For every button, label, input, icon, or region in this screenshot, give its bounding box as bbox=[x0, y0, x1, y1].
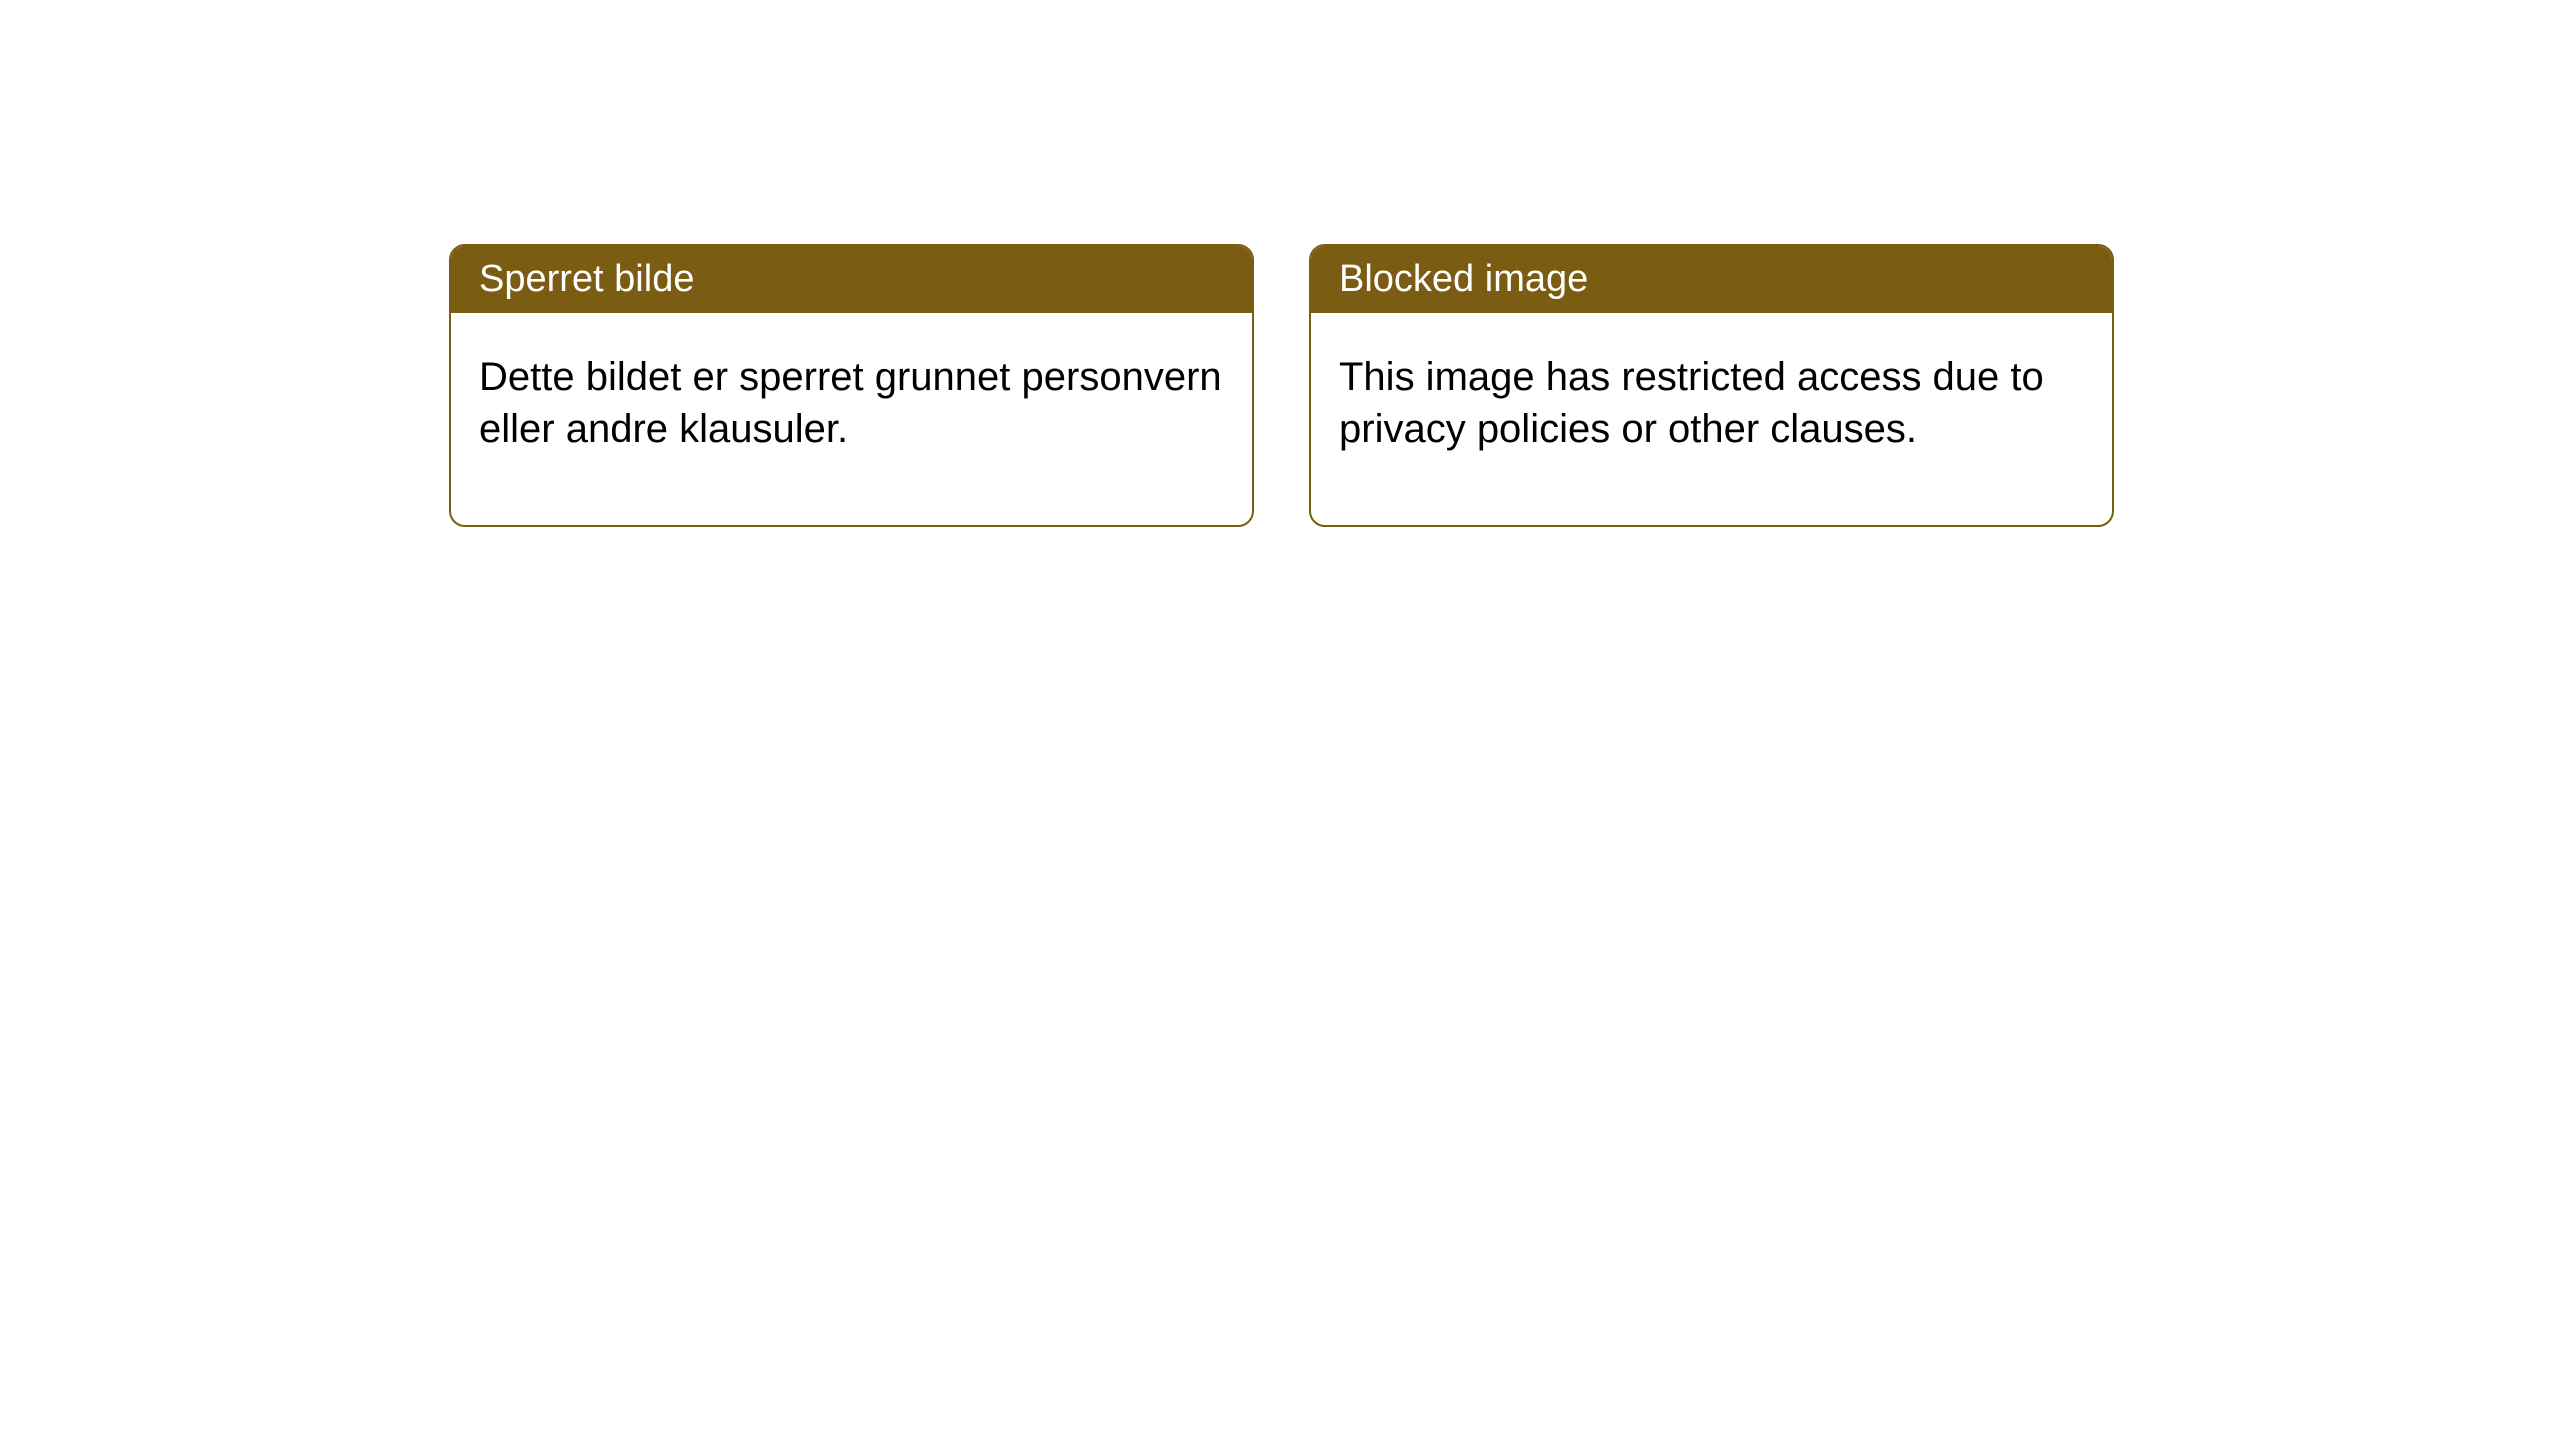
notice-card-english: Blocked image This image has restricted … bbox=[1309, 244, 2114, 527]
notice-body: Dette bildet er sperret grunnet personve… bbox=[451, 313, 1252, 525]
notice-cards-container: Sperret bilde Dette bildet er sperret gr… bbox=[449, 244, 2114, 527]
notice-header: Blocked image bbox=[1311, 246, 2112, 313]
notice-body-text: Dette bildet er sperret grunnet personve… bbox=[479, 355, 1222, 451]
notice-title: Sperret bilde bbox=[479, 258, 694, 300]
notice-header: Sperret bilde bbox=[451, 246, 1252, 313]
notice-title: Blocked image bbox=[1339, 258, 1588, 300]
notice-body: This image has restricted access due to … bbox=[1311, 313, 2112, 525]
notice-card-norwegian: Sperret bilde Dette bildet er sperret gr… bbox=[449, 244, 1254, 527]
notice-body-text: This image has restricted access due to … bbox=[1339, 355, 2044, 451]
